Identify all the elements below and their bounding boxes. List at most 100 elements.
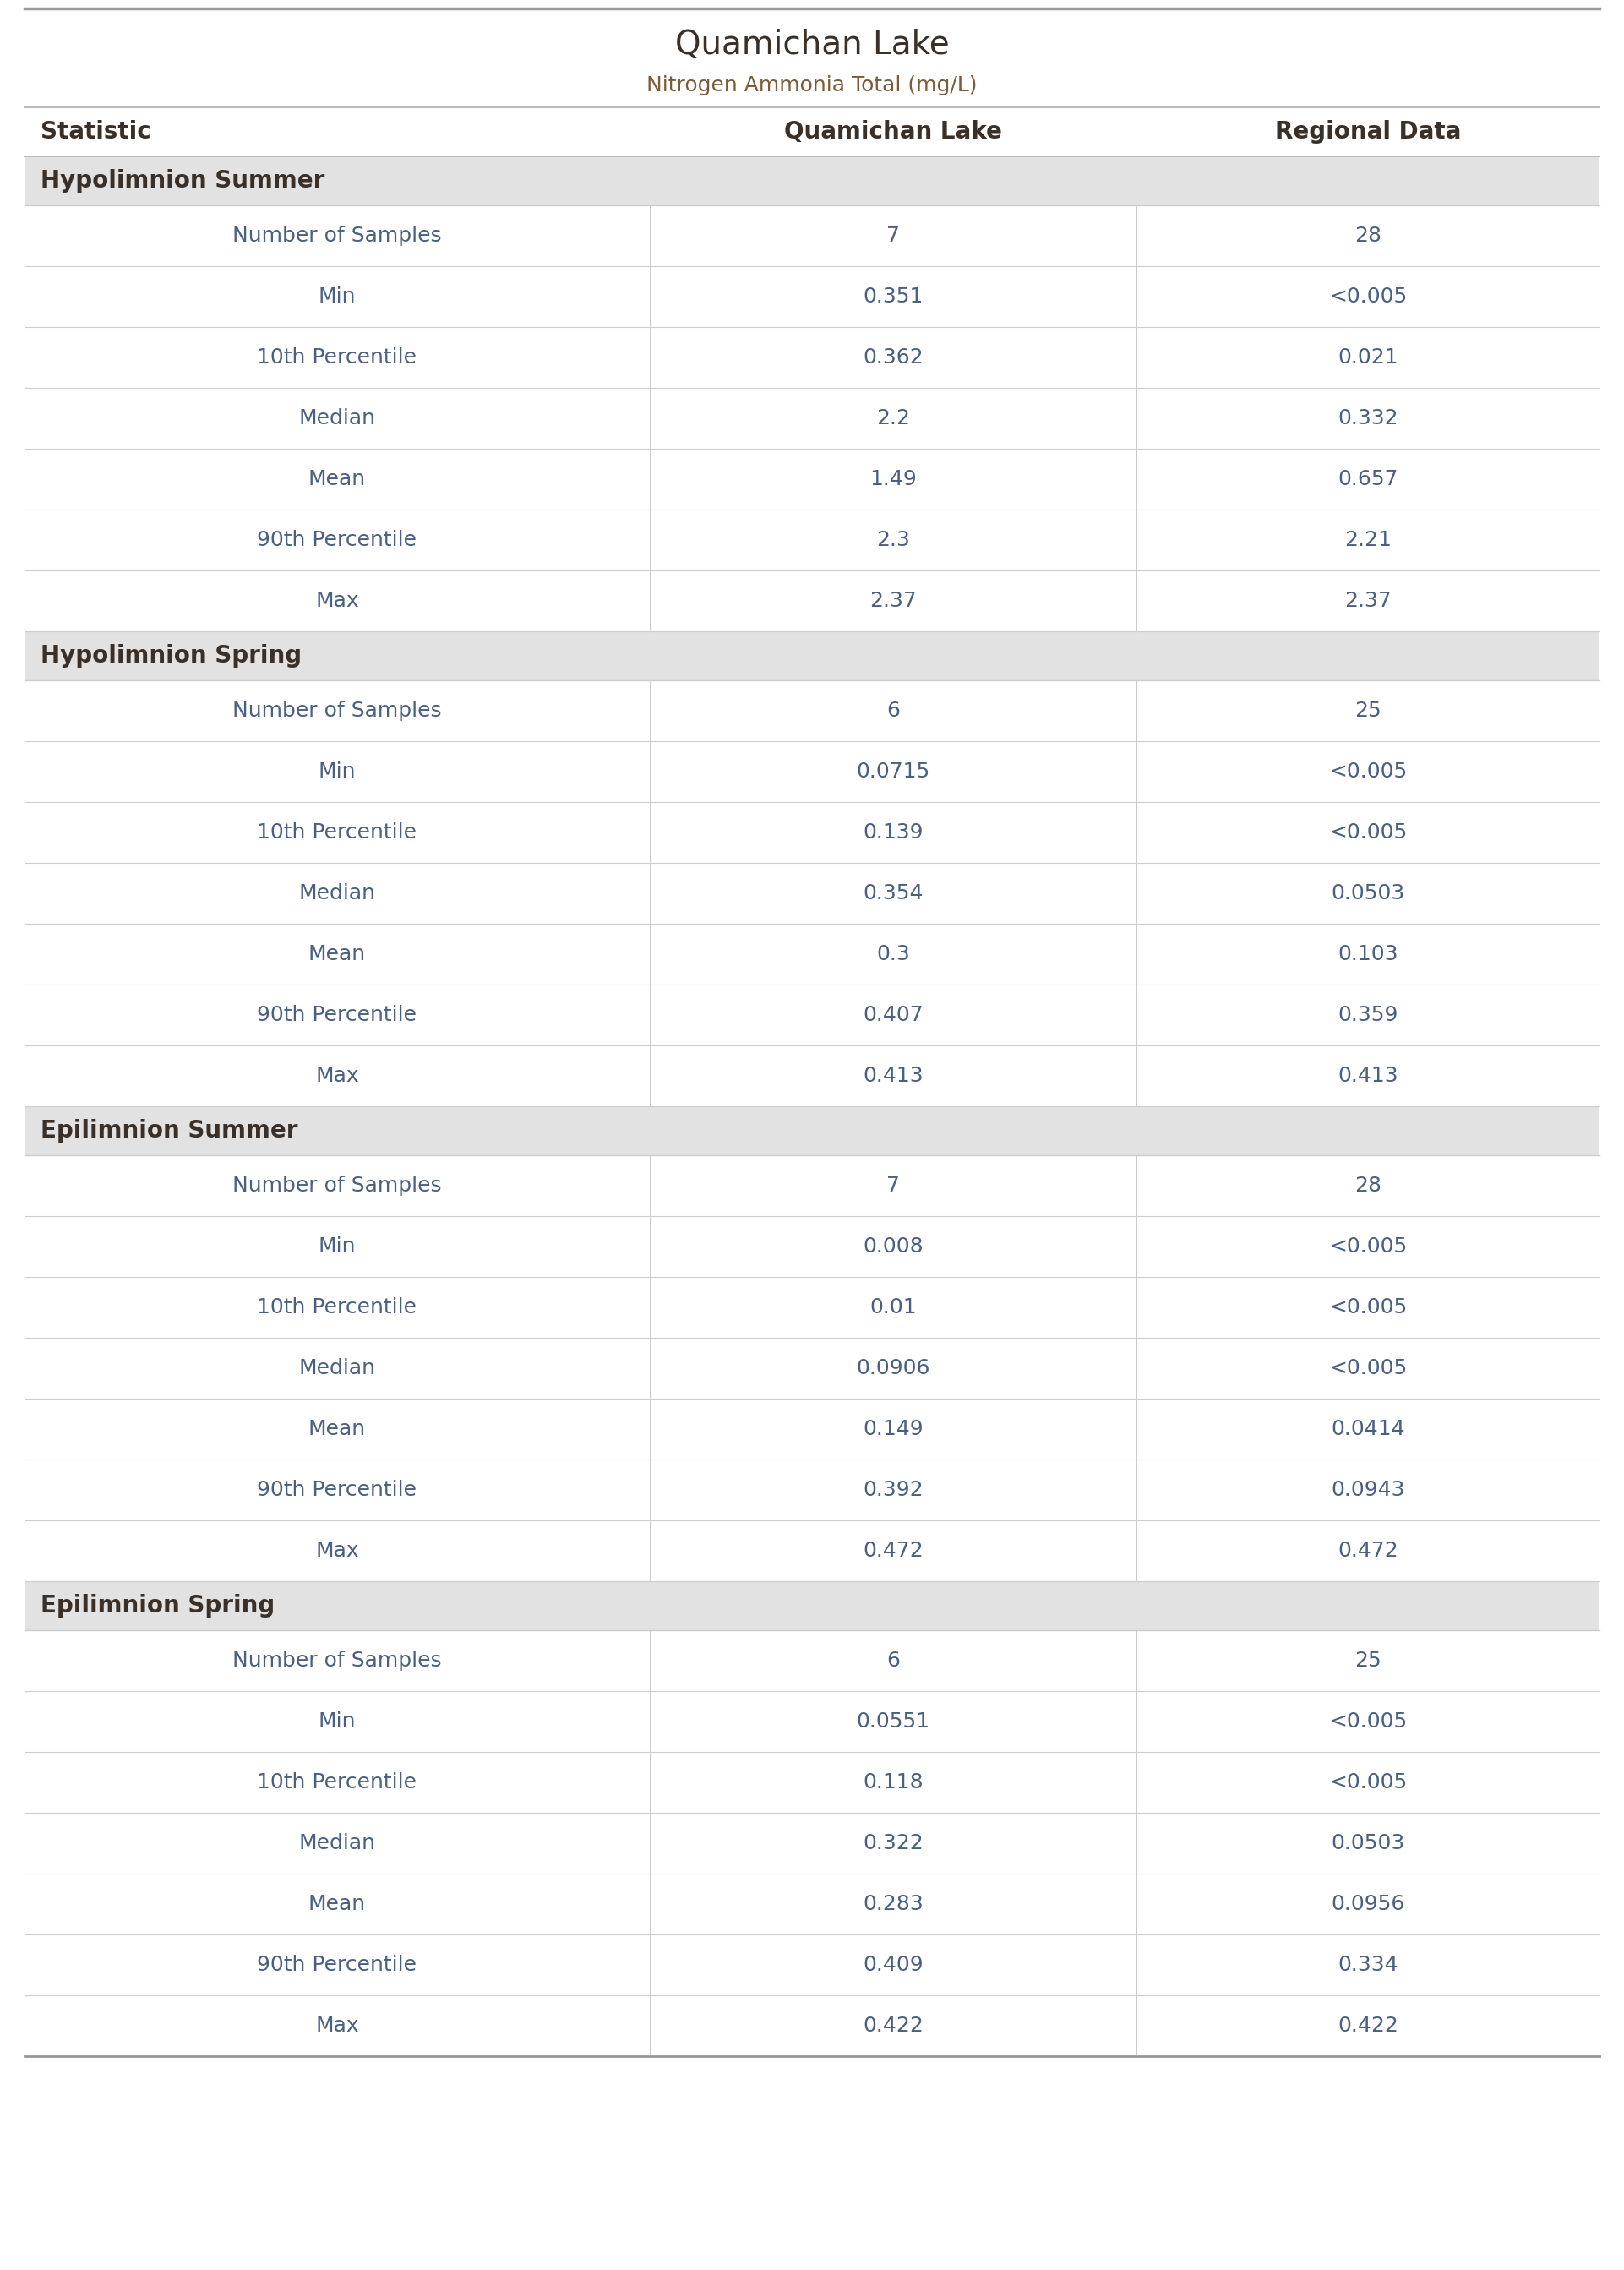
Text: 0.657: 0.657 bbox=[1338, 470, 1398, 490]
Bar bbox=[24, 801, 1600, 863]
Bar bbox=[24, 1398, 1600, 1460]
Text: 25: 25 bbox=[1354, 701, 1382, 722]
Text: 6: 6 bbox=[887, 701, 900, 722]
Bar bbox=[24, 1460, 1600, 1521]
Text: Epilimnion Spring: Epilimnion Spring bbox=[41, 1594, 274, 1619]
Text: 0.407: 0.407 bbox=[862, 1006, 924, 1026]
Text: Statistic: Statistic bbox=[41, 120, 151, 143]
Text: 0.008: 0.008 bbox=[862, 1237, 924, 1258]
Text: 6: 6 bbox=[887, 1650, 900, 1671]
Bar bbox=[24, 157, 1600, 204]
Text: 10th Percentile: 10th Percentile bbox=[257, 1296, 417, 1317]
Text: 0.139: 0.139 bbox=[862, 822, 924, 842]
Text: 0.0414: 0.0414 bbox=[1332, 1419, 1405, 1439]
Bar bbox=[24, 1217, 1600, 1278]
Bar bbox=[24, 985, 1600, 1046]
Text: Min: Min bbox=[318, 1237, 356, 1258]
Text: Number of Samples: Number of Samples bbox=[232, 225, 442, 245]
Text: <0.005: <0.005 bbox=[1330, 1357, 1406, 1378]
Bar bbox=[24, 1582, 1600, 1630]
Text: 0.392: 0.392 bbox=[862, 1480, 924, 1500]
Text: 0.332: 0.332 bbox=[1338, 409, 1398, 429]
Text: <0.005: <0.005 bbox=[1330, 1237, 1406, 1258]
Text: 0.0551: 0.0551 bbox=[856, 1712, 931, 1732]
Bar bbox=[24, 107, 1600, 157]
Text: Min: Min bbox=[318, 286, 356, 306]
Text: Number of Samples: Number of Samples bbox=[232, 701, 442, 722]
Text: Nitrogen Ammonia Total (mg/L): Nitrogen Ammonia Total (mg/L) bbox=[646, 75, 978, 95]
Text: 0.0503: 0.0503 bbox=[1332, 883, 1405, 903]
Text: <0.005: <0.005 bbox=[1330, 760, 1406, 781]
Text: Max: Max bbox=[315, 2016, 359, 2036]
Text: Quamichan Lake: Quamichan Lake bbox=[784, 120, 1002, 143]
Text: 10th Percentile: 10th Percentile bbox=[257, 347, 417, 368]
Bar bbox=[24, 1934, 1600, 1995]
Bar bbox=[24, 924, 1600, 985]
Text: 90th Percentile: 90th Percentile bbox=[257, 1480, 417, 1500]
Text: 0.283: 0.283 bbox=[862, 1893, 924, 1914]
Text: <0.005: <0.005 bbox=[1330, 286, 1406, 306]
Text: 0.01: 0.01 bbox=[870, 1296, 916, 1317]
Bar bbox=[24, 508, 1600, 570]
Bar bbox=[24, 449, 1600, 508]
Text: 0.413: 0.413 bbox=[1338, 1065, 1398, 1085]
Text: Epilimnion Summer: Epilimnion Summer bbox=[41, 1119, 297, 1142]
Text: Max: Max bbox=[315, 1065, 359, 1085]
Bar bbox=[24, 570, 1600, 631]
Text: 1.49: 1.49 bbox=[869, 470, 918, 490]
Bar bbox=[24, 863, 1600, 924]
Text: 2.2: 2.2 bbox=[877, 409, 909, 429]
Text: Mean: Mean bbox=[309, 470, 365, 490]
Text: <0.005: <0.005 bbox=[1330, 1296, 1406, 1317]
Text: 90th Percentile: 90th Percentile bbox=[257, 1954, 417, 1975]
Text: 10th Percentile: 10th Percentile bbox=[257, 1773, 417, 1793]
Text: 0.322: 0.322 bbox=[862, 1834, 924, 1852]
Bar bbox=[24, 1105, 1600, 1155]
Text: 0.409: 0.409 bbox=[862, 1954, 924, 1975]
Text: Hypolimnion Summer: Hypolimnion Summer bbox=[41, 168, 325, 193]
Text: 0.422: 0.422 bbox=[862, 2016, 924, 2036]
Text: Median: Median bbox=[299, 1357, 375, 1378]
Bar bbox=[24, 1814, 1600, 1873]
Text: Median: Median bbox=[299, 1834, 375, 1852]
Text: Min: Min bbox=[318, 1712, 356, 1732]
Text: 10th Percentile: 10th Percentile bbox=[257, 822, 417, 842]
Bar bbox=[24, 742, 1600, 801]
Bar bbox=[24, 1752, 1600, 1814]
Text: 0.0715: 0.0715 bbox=[856, 760, 931, 781]
Text: 28: 28 bbox=[1354, 1176, 1382, 1196]
Bar bbox=[24, 1155, 1600, 1217]
Bar bbox=[24, 631, 1600, 681]
Text: 0.0956: 0.0956 bbox=[1332, 1893, 1405, 1914]
Text: Mean: Mean bbox=[309, 1419, 365, 1439]
Bar bbox=[24, 266, 1600, 327]
Text: <0.005: <0.005 bbox=[1330, 822, 1406, 842]
Text: 0.021: 0.021 bbox=[1338, 347, 1398, 368]
Bar bbox=[24, 1521, 1600, 1582]
Text: 28: 28 bbox=[1354, 225, 1382, 245]
Text: Median: Median bbox=[299, 883, 375, 903]
Bar bbox=[24, 388, 1600, 449]
Text: 0.351: 0.351 bbox=[862, 286, 924, 306]
Text: 0.149: 0.149 bbox=[862, 1419, 924, 1439]
Text: 90th Percentile: 90th Percentile bbox=[257, 529, 417, 549]
Text: 0.103: 0.103 bbox=[1338, 944, 1398, 965]
Text: 0.362: 0.362 bbox=[862, 347, 924, 368]
Bar bbox=[24, 204, 1600, 266]
Text: Number of Samples: Number of Samples bbox=[232, 1650, 442, 1671]
Text: Mean: Mean bbox=[309, 1893, 365, 1914]
Text: 0.0906: 0.0906 bbox=[856, 1357, 931, 1378]
Text: Max: Max bbox=[315, 1541, 359, 1562]
Bar bbox=[24, 1278, 1600, 1337]
Text: Hypolimnion Spring: Hypolimnion Spring bbox=[41, 645, 302, 667]
Text: 2.3: 2.3 bbox=[877, 529, 909, 549]
Bar bbox=[24, 1630, 1600, 1691]
Text: 0.0943: 0.0943 bbox=[1332, 1480, 1405, 1500]
Text: 90th Percentile: 90th Percentile bbox=[257, 1006, 417, 1026]
Text: 0.3: 0.3 bbox=[877, 944, 909, 965]
Text: 0.413: 0.413 bbox=[862, 1065, 924, 1085]
Text: 0.359: 0.359 bbox=[1338, 1006, 1398, 1026]
Bar bbox=[24, 1691, 1600, 1752]
Text: <0.005: <0.005 bbox=[1330, 1773, 1406, 1793]
Bar bbox=[24, 1873, 1600, 1934]
